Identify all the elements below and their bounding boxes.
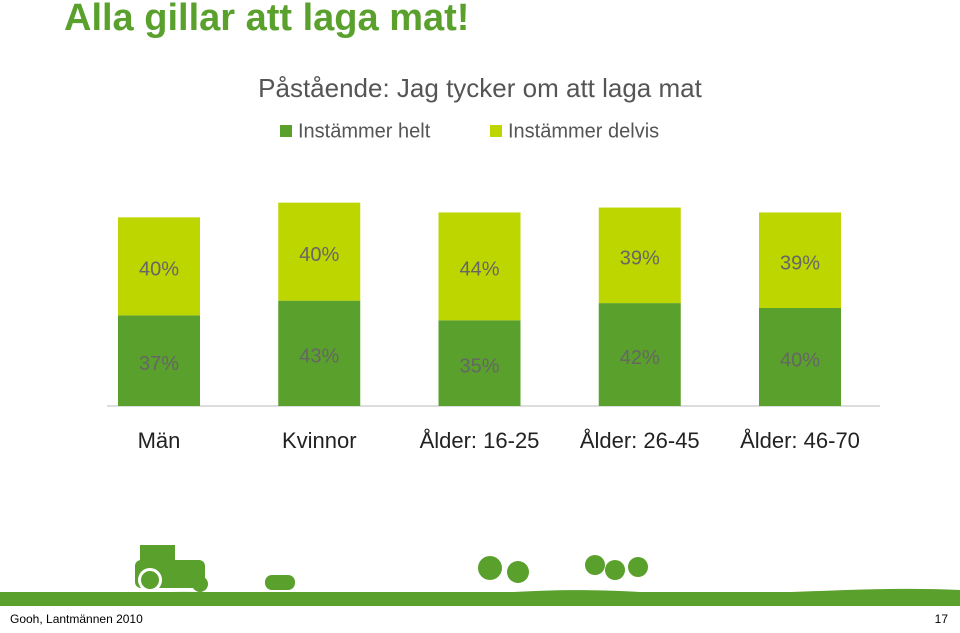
footer-text: Gooh, Lantmännen 2010 [10, 612, 143, 626]
value-label: 40% [780, 349, 820, 371]
bar-segment [759, 212, 841, 308]
bar-segment [278, 300, 361, 406]
bar-segment [438, 320, 521, 406]
bar-segment [118, 217, 200, 316]
footer-bg [0, 606, 960, 633]
x-tick-label: Ålder: 46-70 [740, 428, 860, 453]
value-label: 35% [459, 355, 499, 377]
page-number: 17 [935, 612, 949, 626]
value-label: 42% [620, 347, 660, 369]
landscape [0, 545, 960, 606]
x-tick-label: Kvinnor [282, 428, 357, 453]
legend-swatch [490, 125, 502, 137]
legend-label: Instämmer delvis [508, 120, 659, 142]
bar-segment [278, 202, 361, 301]
bar-segment [598, 207, 681, 304]
value-label: 39% [620, 248, 660, 270]
legend-swatch [280, 125, 292, 137]
x-tick-label: Ålder: 16-25 [420, 428, 540, 453]
bar-segment [759, 308, 841, 406]
x-tick-label: Män [138, 428, 181, 453]
value-label: 39% [780, 253, 820, 275]
value-label: 40% [299, 244, 339, 266]
value-label: 37% [139, 353, 179, 375]
bar-segment [438, 212, 521, 321]
bar-segment [118, 315, 200, 406]
bar-segment [598, 303, 681, 406]
legend-label: Instämmer helt [298, 120, 431, 142]
value-label: 40% [139, 259, 179, 281]
slide-title: Alla gillar att laga mat! [64, 0, 469, 39]
value-label: 43% [299, 346, 339, 368]
chart-title: Påstående: Jag tycker om att laga mat [258, 73, 702, 103]
value-label: 44% [459, 259, 499, 281]
x-tick-label: Ålder: 26-45 [580, 428, 700, 453]
